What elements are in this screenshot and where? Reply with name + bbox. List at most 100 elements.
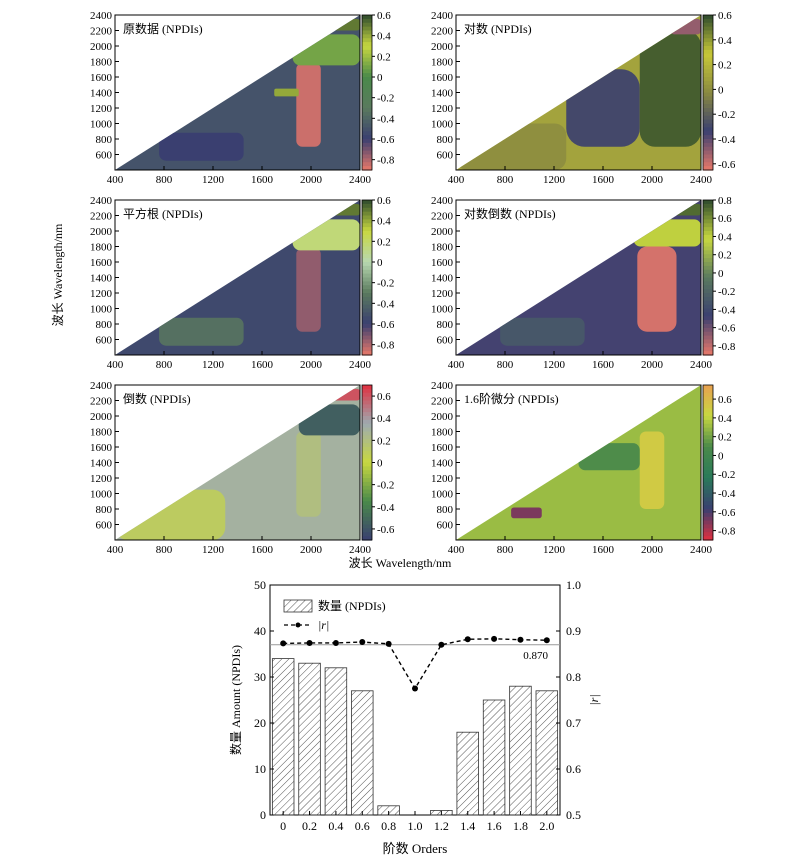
colorbar-step	[362, 254, 372, 259]
colorbar-step	[703, 520, 713, 526]
colorbar-step	[703, 396, 713, 402]
colorbar-step	[703, 123, 713, 128]
y-tick-label: 1000	[431, 304, 454, 316]
colorbar-step	[703, 262, 713, 267]
panel-title: 倒数 (NPDIs)	[123, 391, 191, 406]
colorbar-step	[362, 497, 372, 502]
colorbar-tick-label: 0.6	[377, 195, 391, 207]
colorbar-step	[703, 478, 713, 483]
colorbar-step	[362, 96, 372, 101]
colorbar-step	[703, 135, 713, 140]
x-tick-label: 2000	[641, 544, 664, 556]
colorbar-step	[703, 115, 713, 121]
colorbar-step	[703, 265, 713, 271]
heatmap-region	[639, 30, 701, 147]
colorbar-step	[362, 431, 372, 436]
x-tick-label: 2400	[690, 174, 713, 186]
colorbar-tick-label: 0.2	[718, 432, 732, 444]
colorbar-step	[362, 427, 372, 433]
r-point	[359, 639, 366, 646]
panel-title: 1.6阶微分 (NPDIs)	[464, 392, 559, 406]
heatmap-region	[274, 88, 299, 97]
colorbar-step	[703, 42, 713, 47]
heatmap-region	[652, 392, 701, 424]
colorbar-step	[362, 100, 372, 105]
colorbar-step	[362, 162, 372, 167]
colorbar-step	[703, 316, 713, 321]
colorbar-step	[362, 532, 372, 537]
colorbar-step	[703, 485, 713, 491]
colorbar-step	[703, 100, 713, 105]
colorbar-step	[703, 269, 713, 275]
heatmap-panel: 400 800 1200 1600 2000 2400 600 800 1000 1200 1400…	[431, 380, 736, 556]
bar	[351, 690, 374, 816]
colorbar-tick-label: 0.6	[377, 391, 391, 403]
colorbar-step	[362, 111, 372, 117]
colorbar-step	[703, 215, 713, 220]
y-tick-label: 1600	[90, 442, 113, 454]
colorbar-tick-label: 0.2	[377, 435, 391, 447]
r-point	[543, 637, 550, 644]
colorbar-step	[362, 242, 372, 248]
y-tick-label: 800	[96, 504, 113, 516]
y-tick-label: 1000	[90, 304, 113, 316]
x-tick-label: 0.6	[355, 819, 370, 833]
colorbar-step	[362, 293, 372, 298]
colorbar-step	[703, 77, 713, 82]
colorbar-tick-label: -0.8	[718, 526, 736, 538]
colorbar-step	[703, 223, 713, 228]
y-tick-label: 2400	[431, 10, 454, 22]
colorbar-tick-label: -0.6	[377, 134, 395, 146]
y-tick-label: 800	[437, 319, 454, 331]
y2-tick-label: 1.0	[566, 578, 581, 592]
x-tick-label: 400	[107, 174, 124, 186]
colorbar-step	[362, 22, 372, 28]
y-tick-label: 800	[96, 134, 113, 146]
colorbar-step	[703, 61, 713, 66]
colorbar-tick-label: 0	[718, 84, 724, 96]
y2-tick-label: 0.6	[566, 762, 581, 776]
colorbar-step	[362, 536, 372, 541]
colorbar-step	[362, 127, 372, 132]
colorbar-step	[362, 347, 372, 352]
colorbar-step	[362, 416, 372, 421]
colorbar-step	[703, 512, 713, 518]
colorbar-tick-label: 0	[377, 257, 383, 269]
colorbar-step	[703, 277, 713, 282]
colorbar-step	[703, 312, 713, 317]
colorbar-step	[362, 443, 372, 448]
colorbar-step	[703, 435, 713, 440]
x-tick-label: 800	[497, 544, 514, 556]
colorbar-step	[362, 489, 372, 495]
colorbar-step	[362, 528, 372, 533]
colorbar-step	[362, 505, 372, 510]
colorbar-step	[362, 396, 372, 402]
legend-bar-label: 数量 (NPDIs)	[318, 598, 386, 613]
colorbar-step	[703, 38, 713, 43]
colorbar-step	[703, 219, 713, 224]
r-point	[412, 685, 418, 692]
colorbar-step	[703, 273, 713, 279]
colorbar-step	[362, 388, 372, 394]
heatmap-region	[566, 69, 640, 147]
heatmap-region	[456, 123, 567, 170]
colorbar-step	[703, 142, 713, 148]
colorbar-frame	[361, 14, 373, 171]
bar	[535, 690, 559, 816]
colorbar-step	[703, 26, 713, 32]
colorbar-step	[362, 516, 372, 522]
colorbar-step	[703, 127, 713, 132]
y-tick-label: 2000	[431, 41, 454, 53]
colorbar-step	[362, 231, 372, 236]
y-tick-label: 800	[437, 504, 454, 516]
colorbar-step	[703, 431, 713, 436]
x-tick-label: 400	[448, 544, 465, 556]
colorbar-step	[703, 158, 713, 163]
colorbar-tick-label: -0.6	[377, 524, 395, 536]
colorbar-step	[703, 462, 713, 467]
y-tick-label: 2000	[90, 41, 113, 53]
y-tick-label: 2400	[90, 380, 113, 392]
colorbar-step	[703, 69, 713, 74]
heatmap-panel: 400 800 1200 1600 2000 2400 600 800 1000 1200 1400…	[431, 195, 736, 371]
colorbar-tick-label: -0.4	[718, 304, 736, 316]
